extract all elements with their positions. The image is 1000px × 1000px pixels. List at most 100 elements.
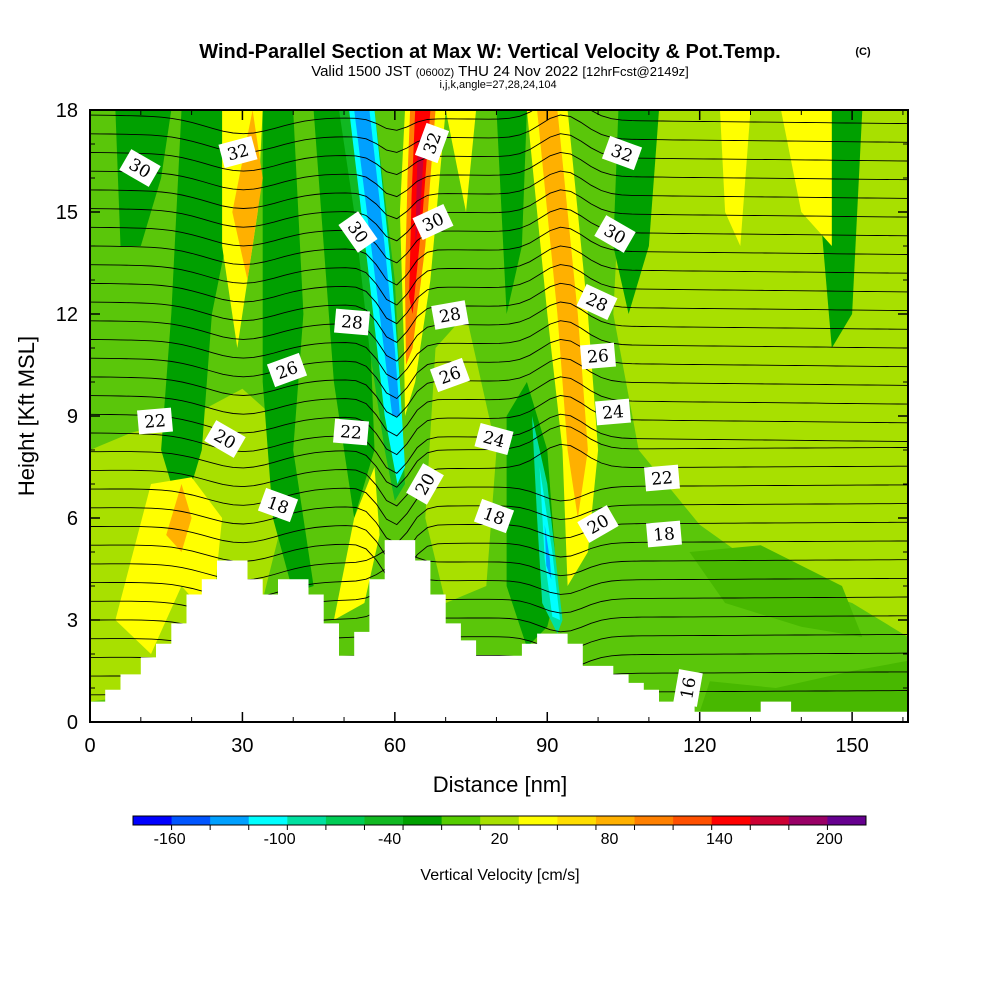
contour-label-text: 16 [677, 676, 700, 701]
contour-label-box [601, 135, 643, 171]
contour-label-text: 22 [650, 468, 673, 490]
isentrope-line [90, 282, 908, 343]
colorbar-swatch [441, 816, 481, 825]
contour-label-box [577, 505, 619, 543]
contour-label-box [646, 520, 682, 548]
y-tick-label: 0 [67, 712, 78, 734]
isentrope-line [90, 208, 908, 264]
contour-label-text: 22 [143, 411, 166, 433]
contour-label: 24 [595, 398, 631, 426]
colorbar-swatch [248, 816, 288, 825]
contour-label-text: 18 [652, 524, 675, 546]
copyright-mark: (C) [855, 46, 871, 58]
x-axis: 0 30 60 90 120 150 [84, 110, 904, 757]
contour-label-box [406, 463, 444, 505]
y-axis-label: Height [Kft MSL] [14, 336, 39, 496]
subtitle-valid: Valid 1500 JST [311, 63, 411, 80]
colorbar-swatch [364, 816, 404, 825]
contour-label-box [338, 211, 378, 253]
field-patch [544, 524, 552, 580]
y-tick-label: 9 [67, 406, 78, 428]
contour-label-box [414, 122, 450, 164]
isentrope-line [90, 338, 908, 400]
isentrope-line [90, 133, 908, 175]
field-patch [781, 110, 832, 246]
contour-label-box [595, 398, 631, 426]
contour-label: 28 [334, 308, 370, 336]
colorbar-swatch [711, 816, 751, 825]
x-axis-label: Distance [nm] [433, 772, 568, 797]
colorbar-swatch [827, 816, 867, 825]
isentrope-line [90, 376, 908, 437]
contour-label: 32 [218, 136, 258, 168]
subtitle-index: i,j,k,angle=27,28,24,104 [439, 79, 556, 91]
colorbar-tick-label: 200 [816, 831, 843, 848]
colorbar-swatch [557, 816, 597, 825]
colorbar-swatch [480, 816, 520, 825]
colorbar-swatch [210, 816, 250, 825]
contour-label: 22 [644, 464, 680, 492]
contour-label-box [580, 342, 616, 370]
isentrope-line [90, 189, 908, 242]
contour-label: 30 [594, 215, 636, 253]
contour-label: 26 [266, 352, 308, 388]
chart-subtitle: Valid 1500 JST (0600Z) THU 24 Nov 2022 [… [311, 63, 689, 80]
colorbar-label: Vertical Velocity [cm/s] [420, 867, 579, 884]
isentrope-line [90, 110, 908, 135]
colorbar-swatch [750, 816, 790, 825]
contour-label-box [218, 136, 258, 168]
colorbar-swatch [403, 816, 443, 825]
contour-label-box [431, 300, 469, 330]
contour-label: 30 [412, 203, 454, 241]
contour-label-text: 28 [438, 304, 463, 327]
chart-title: Wind-Parallel Section at Max W: Vertical… [199, 41, 780, 63]
y-tick-label: 12 [56, 304, 78, 326]
y-axis: 0 3 6 9 12 15 18 [56, 100, 908, 734]
contour-label-box [429, 357, 471, 393]
contour-label: 22 [137, 407, 173, 435]
isentrope-line [90, 226, 908, 286]
field-patch [445, 110, 477, 212]
isentrope-line [90, 357, 908, 418]
y-tick-label: 15 [56, 202, 78, 224]
isentrope-line [90, 264, 908, 325]
contour-label-text: 26 [586, 346, 609, 368]
contour-label-box [412, 203, 454, 241]
colorbar-swatch [287, 816, 327, 825]
colorbar-tick-label: -100 [264, 831, 296, 848]
contour-label-box [673, 669, 703, 707]
colorbar-swatch [518, 816, 558, 825]
isentrope-line [90, 443, 908, 507]
isentrope-line [90, 151, 908, 198]
subtitle-forecast: [12hrFcst@2149z] [582, 64, 688, 79]
isentrope-line [90, 170, 908, 220]
contour-label-box [334, 308, 370, 336]
colorbar-tick-label: -160 [154, 831, 186, 848]
isentrope-line [90, 245, 908, 306]
contour-label-text: 24 [601, 402, 624, 424]
colorbar-swatch [133, 816, 173, 825]
contour-label-box [257, 487, 299, 523]
contour-label-box [333, 418, 369, 446]
field-patch [539, 467, 560, 620]
isentrope-line [90, 484, 908, 526]
colorbar-swatch [788, 816, 828, 825]
contour-label-text: 22 [339, 422, 362, 444]
subtitle-date: THU 24 Nov 2022 [458, 63, 578, 80]
colorbar-frame [132, 815, 867, 826]
field-patch [699, 660, 908, 712]
contour-label: 18 [646, 520, 682, 548]
isentrope-line [90, 320, 908, 381]
contour-label: 24 [474, 423, 514, 455]
field-patch [354, 110, 400, 416]
contour-label: 18 [473, 498, 515, 534]
isentrope-line [90, 540, 908, 582]
isentrope-line [90, 301, 908, 362]
field-patch [161, 110, 233, 518]
x-tick-label: 60 [384, 735, 406, 757]
y-tick-label: 3 [67, 610, 78, 632]
colorbar-swatch [171, 816, 211, 825]
